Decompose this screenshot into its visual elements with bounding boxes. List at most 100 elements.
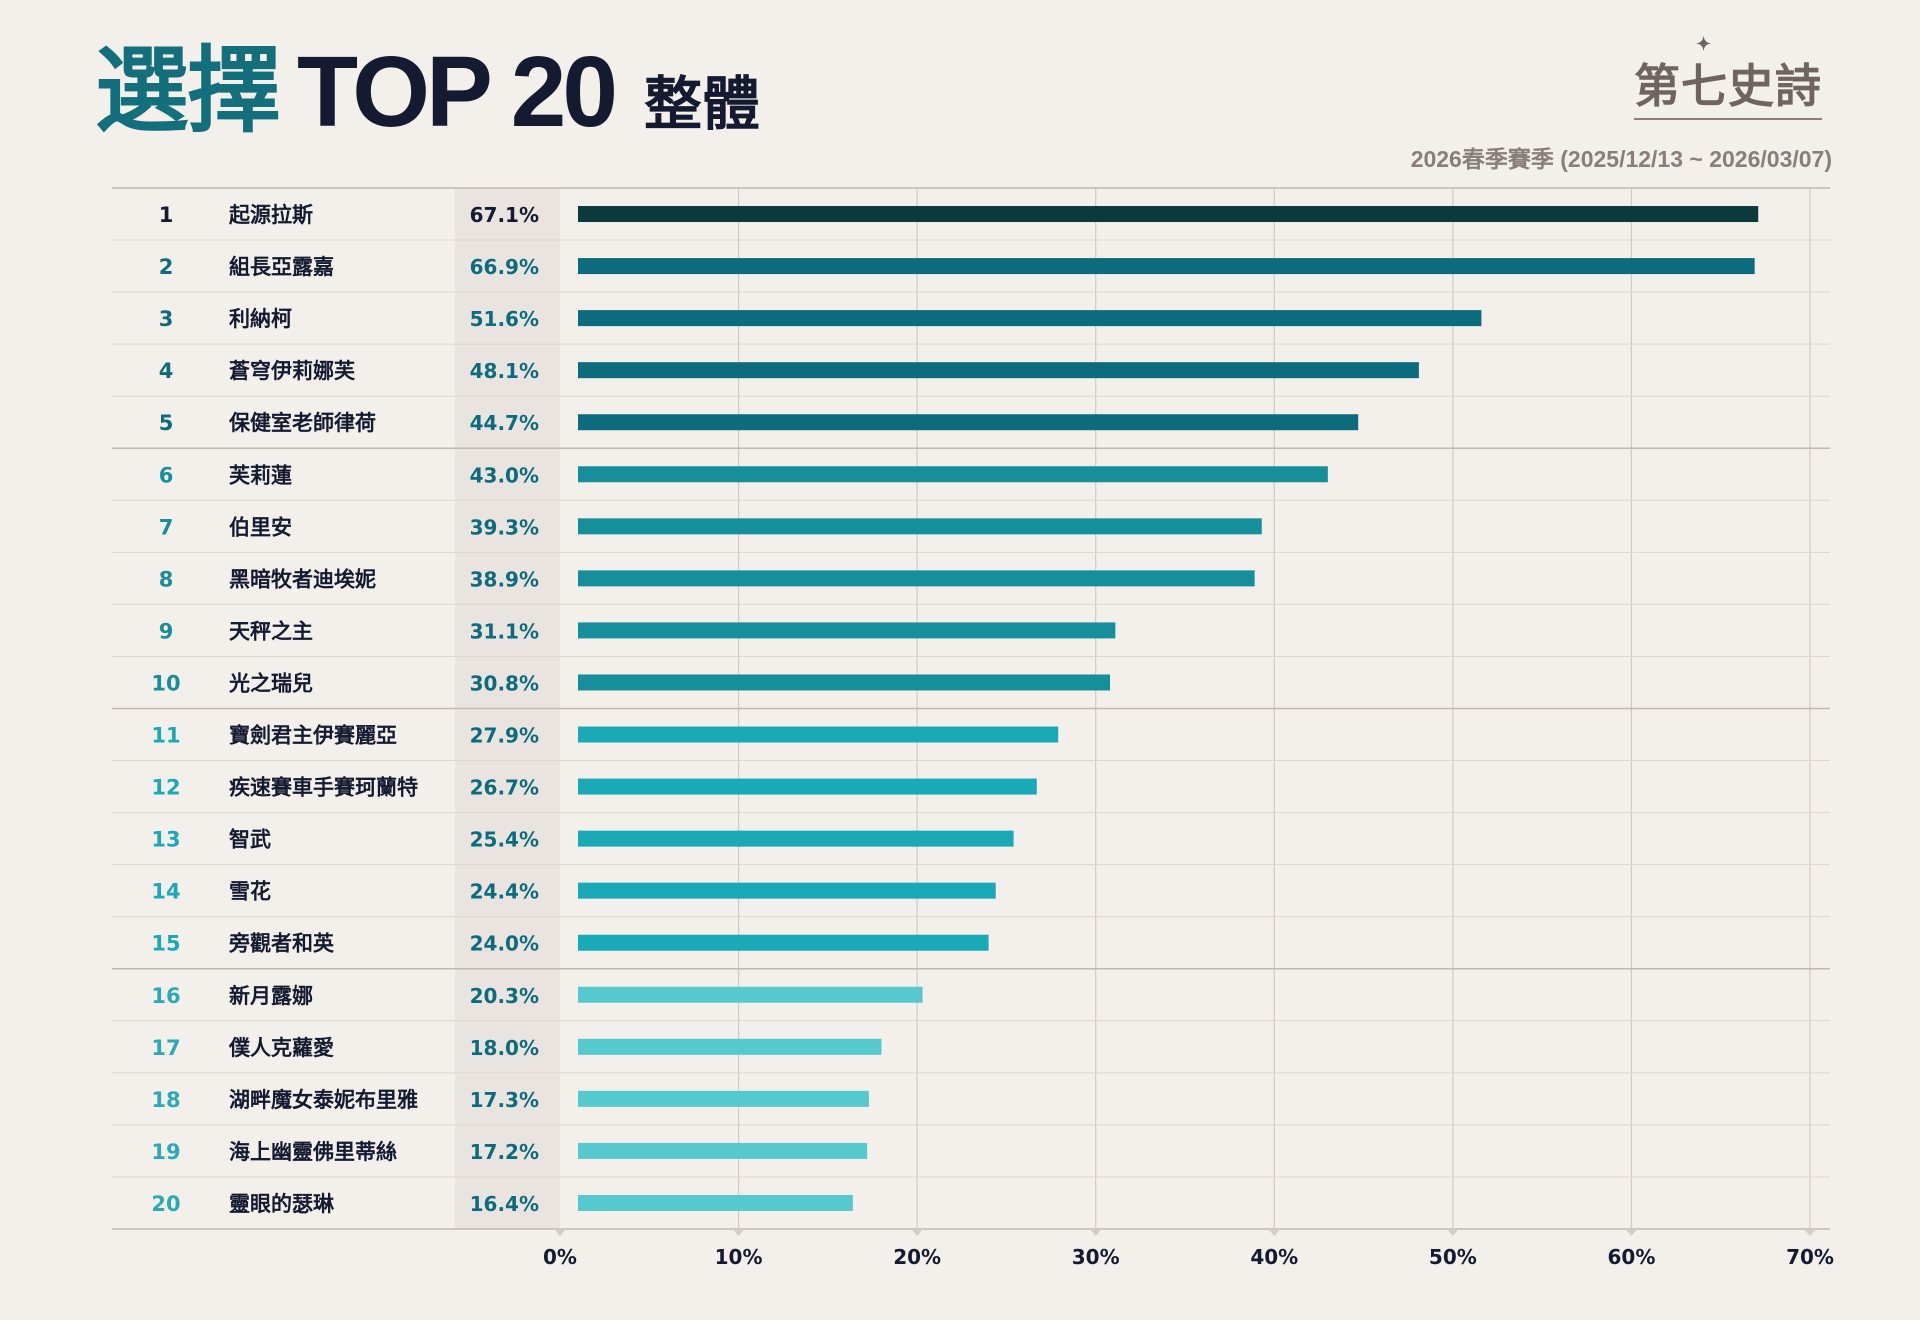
bar — [578, 726, 1059, 743]
rank-label: 19 — [151, 1140, 180, 1164]
rank-label: 1 — [159, 203, 174, 227]
hero-name-label: 天秤之主 — [229, 619, 313, 643]
hero-name-label: 靈眼的瑟琳 — [229, 1192, 335, 1216]
bar — [578, 986, 923, 1003]
bar — [578, 570, 1255, 587]
hero-name-label: 組長亞露嘉 — [229, 255, 334, 279]
value-label: 66.9% — [470, 255, 539, 279]
value-label: 24.0% — [470, 932, 539, 956]
hero-name-label: 僕人克蘿愛 — [228, 1036, 334, 1060]
x-tick-label: 60% — [1607, 1245, 1655, 1269]
brand-logo: ✦ 第七史詩 — [1634, 34, 1822, 120]
title-word: 選擇 — [95, 37, 281, 146]
bar — [578, 1038, 882, 1055]
rank-label: 9 — [159, 619, 174, 643]
axis-tick — [1625, 1229, 1638, 1236]
rank-label: 17 — [151, 1036, 180, 1060]
rank-label: 16 — [151, 984, 180, 1008]
hero-name-label: 芙莉蓮 — [229, 463, 292, 487]
x-tick-label: 20% — [893, 1245, 941, 1269]
bar — [578, 934, 989, 951]
rank-label: 7 — [159, 515, 174, 539]
value-label: 51.6% — [470, 307, 539, 331]
season-label: 2026春季賽季 (2025/12/13 ~ 2026/03/07) — [1410, 146, 1832, 172]
brand-logo-text: 第七史詩 — [1634, 59, 1822, 113]
hero-name-label: 旁觀者和英 — [228, 932, 335, 956]
x-tick-label: 0% — [543, 1245, 577, 1269]
hero-name-label: 疾速賽車手賽珂蘭特 — [229, 776, 418, 800]
rank-label: 15 — [151, 932, 180, 956]
value-label: 17.2% — [470, 1140, 539, 1164]
hero-name-label: 海上幽靈佛里蒂絲 — [229, 1140, 397, 1164]
bar — [578, 1090, 869, 1107]
bar — [578, 1142, 868, 1159]
x-tick-label: 10% — [715, 1245, 763, 1269]
value-label: 67.1% — [470, 203, 539, 227]
bar — [578, 258, 1755, 275]
value-label: 24.4% — [470, 880, 539, 904]
rank-label: 2 — [159, 255, 174, 279]
axis-tick — [1089, 1229, 1102, 1236]
value-label: 43.0% — [470, 463, 539, 487]
rank-label: 8 — [159, 567, 174, 591]
hero-name-label: 保健室老師律荷 — [228, 411, 376, 435]
hero-name-label: 黑暗牧者迪埃妮 — [229, 567, 376, 591]
hero-name-label: 蒼穹伊莉娜芙 — [229, 359, 356, 383]
rank-label: 10 — [151, 671, 180, 695]
title-subtitle: 整體 — [643, 70, 760, 138]
axis-tick — [1804, 1229, 1816, 1236]
sparkle-icon: ✦ — [1696, 34, 1713, 55]
bar — [578, 206, 1759, 223]
rank-label: 3 — [159, 307, 174, 331]
rank-label: 18 — [151, 1088, 180, 1112]
value-label: 26.7% — [470, 776, 539, 800]
value-label: 25.4% — [470, 828, 539, 852]
value-label: 30.8% — [470, 671, 539, 695]
bar — [578, 778, 1037, 795]
value-label: 27.9% — [470, 724, 539, 748]
value-label: 18.0% — [470, 1036, 539, 1060]
rank-label: 4 — [159, 359, 174, 383]
rank-label: 6 — [159, 463, 174, 487]
x-tick-label: 40% — [1250, 1245, 1298, 1269]
bar — [578, 310, 1482, 327]
rank-label: 5 — [159, 411, 174, 435]
hero-name-label: 光之瑞兒 — [228, 671, 313, 695]
rank-label: 13 — [151, 828, 180, 852]
value-label: 31.1% — [470, 619, 539, 643]
hero-name-label: 湖畔魔女泰妮布里雅 — [229, 1088, 418, 1112]
axis-tick — [911, 1229, 924, 1236]
axis-tick — [732, 1229, 745, 1236]
bar — [578, 674, 1110, 691]
title-top20: TOP 20 — [297, 36, 618, 148]
axis-tick — [1268, 1229, 1281, 1236]
x-tick-label: 50% — [1429, 1245, 1477, 1269]
value-label: 16.4% — [470, 1192, 539, 1216]
bar — [578, 622, 1116, 639]
bar — [578, 882, 996, 899]
x-tick-label: 30% — [1072, 1245, 1120, 1269]
value-label: 39.3% — [470, 515, 539, 539]
hero-name-label: 智武 — [229, 828, 271, 852]
hero-name-label: 伯里安 — [229, 515, 292, 539]
value-label: 20.3% — [470, 984, 539, 1008]
bar — [578, 518, 1262, 535]
hero-name-label: 起源拉斯 — [228, 203, 313, 227]
value-label: 38.9% — [470, 567, 539, 591]
rank-label: 12 — [151, 776, 180, 800]
x-tick-label: 70% — [1786, 1245, 1834, 1269]
value-label: 48.1% — [470, 359, 539, 383]
rank-label: 14 — [151, 880, 180, 904]
bar — [578, 414, 1359, 431]
value-label: 17.3% — [470, 1088, 539, 1112]
axis-tick — [554, 1229, 566, 1236]
rank-label: 11 — [151, 724, 180, 748]
axis-tick — [1446, 1229, 1459, 1236]
bar — [578, 830, 1014, 847]
hero-name-label: 利納柯 — [229, 307, 292, 331]
rank-label: 20 — [151, 1192, 180, 1216]
bar — [578, 466, 1328, 483]
bar — [578, 1194, 853, 1211]
hero-name-label: 雪花 — [229, 880, 271, 904]
